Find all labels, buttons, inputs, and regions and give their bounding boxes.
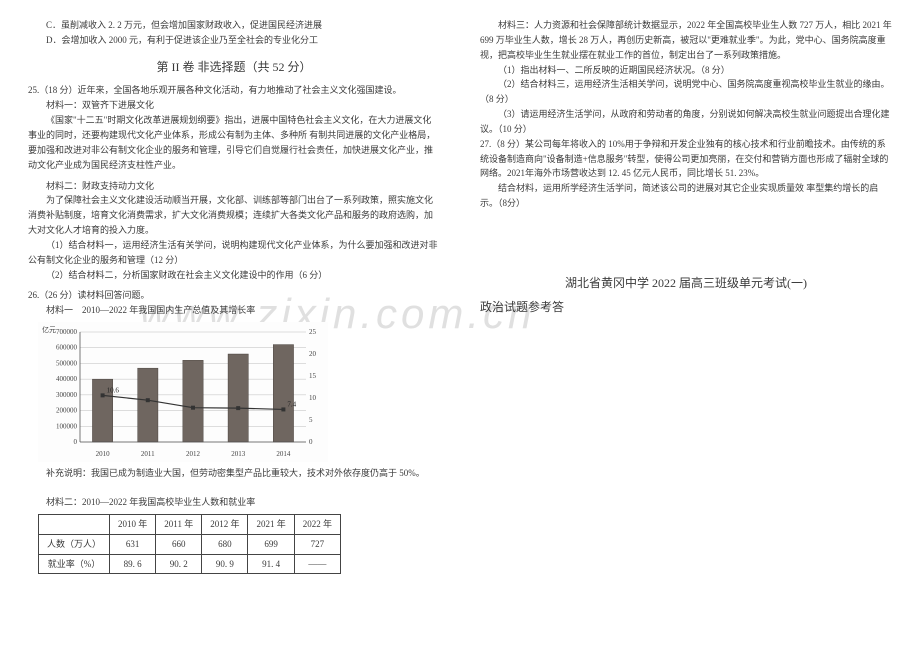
svg-text:700000: 700000	[56, 328, 78, 336]
q26-m1-label: 材料一 2010—2022 年我国国内生产总值及其增长率	[28, 303, 440, 318]
table-cell: 90. 2	[156, 554, 202, 574]
svg-text:2014: 2014	[276, 450, 291, 458]
table-cell: 89. 6	[110, 554, 156, 574]
table-header-cell: 2022 年	[294, 514, 340, 534]
table-header-cell: 2012 年	[202, 514, 248, 534]
svg-text:2012: 2012	[186, 450, 201, 458]
right-column: 材料三：人力资源和社会保障部统计数据显示，2022 年全国高校毕业生人数 727…	[460, 0, 920, 651]
svg-text:5: 5	[309, 416, 313, 424]
graduates-table: 2010 年2011 年2012 年2021 年2022 年人数（万人）6316…	[38, 514, 341, 575]
svg-text:10.6: 10.6	[107, 387, 120, 395]
table-header-cell	[39, 514, 110, 534]
q26-m2-label: 材料二：2010—2022 年我国高校毕业生人数和就业率	[28, 495, 440, 510]
table-cell: 660	[156, 534, 202, 554]
svg-text:500000: 500000	[56, 360, 78, 368]
svg-text:亿元: 亿元	[42, 325, 56, 334]
table-cell: 人数（万人）	[39, 534, 110, 554]
table-header-cell: 2011 年	[156, 514, 202, 534]
svg-text:400000: 400000	[56, 375, 78, 383]
chart-note: 补充说明：我国已成为制造业大国，但劳动密集型产品比重较大，技术对外依存度仍高于 …	[28, 466, 440, 481]
svg-text:2011: 2011	[141, 450, 155, 458]
svg-text:200000: 200000	[56, 407, 78, 415]
q27-sub: 结合材料，运用所学经济生活学问，简述该公司的进展对其它企业实现质量效 率型集约增…	[480, 181, 892, 211]
svg-text:2013: 2013	[231, 450, 246, 458]
table-cell: 727	[294, 534, 340, 554]
svg-text:300000: 300000	[56, 391, 78, 399]
answer-title-1: 湖北省黄冈中学 2022 届高三班级单元考试(一)	[480, 271, 892, 295]
answer-heading: 湖北省黄冈中学 2022 届高三班级单元考试(一) 政治试题参考答	[480, 271, 892, 319]
q26-head: 26.（26 分）读材料回答问题。	[28, 288, 440, 303]
svg-text:100000: 100000	[56, 422, 78, 430]
option-d: D．会增加收入 2000 元，有利于促进该企业乃至全社会的专业化分工	[28, 33, 440, 48]
m3-body: 材料三：人力资源和社会保障部统计数据显示，2022 年全国高校毕业生人数 727…	[480, 18, 892, 63]
part2-title: 第 II 卷 非选择题（共 52 分）	[28, 58, 440, 78]
q25-m2-label: 材料二：财政支持动力文化	[28, 179, 440, 194]
svg-text:600000: 600000	[56, 344, 78, 352]
table-cell: 就业率（%）	[39, 554, 110, 574]
left-column: C．虽削减收入 2. 2 万元，但会增加国家财政收入，促进国民经济进展 D．会增…	[0, 0, 460, 651]
table-cell: 680	[202, 534, 248, 554]
answer-title-2: 政治试题参考答	[480, 295, 892, 319]
q25-sub1: （1）结合材料一，运用经济生活有关学问，说明构建现代文化产业体系，为什么要加强和…	[28, 238, 440, 268]
table-cell: 699	[248, 534, 294, 554]
table-cell: 631	[110, 534, 156, 554]
q25-m1-body: 《国家"十二五"时期文化改革进展规划纲要》指出，进展中国特色社会主义文化，在大力…	[28, 113, 440, 172]
svg-text:15: 15	[309, 372, 317, 380]
table-cell: ——	[294, 554, 340, 574]
gdp-chart: 0 100000 200000 300000 400000 500000 600000 700…	[38, 322, 328, 462]
q26-sub1: （1）指出材料一、二所反映的近期国民经济状况。（8 分）	[480, 63, 892, 78]
q27-head: 27.（8 分）某公司每年将收入的 10%用于争辩和开发企业独有的核心技术和行业…	[480, 137, 892, 182]
svg-text:0: 0	[309, 438, 313, 446]
q25-m1-label: 材料一：双管齐下进展文化	[28, 98, 440, 113]
table-header-cell: 2010 年	[110, 514, 156, 534]
option-c: C．虽削减收入 2. 2 万元，但会增加国家财政收入，促进国民经济进展	[28, 18, 440, 33]
page-container: C．虽削减收入 2. 2 万元，但会增加国家财政收入，促进国民经济进展 D．会增…	[0, 0, 920, 651]
svg-text:0: 0	[74, 438, 78, 446]
svg-text:10: 10	[309, 394, 317, 402]
gdp-chart-svg: 0 100000 200000 300000 400000 500000 600000 700…	[38, 322, 328, 462]
q25-m2-body: 为了保障社会主义文化建设活动顺当开展，文化部、训练部等部门出台了一系列政策，照实…	[28, 193, 440, 238]
svg-text:25: 25	[309, 328, 317, 336]
svg-text:2010: 2010	[96, 450, 111, 458]
q25-sub2: （2）结合材料二，分析国家财政在社会主义文化建设中的作用（6 分）	[28, 268, 440, 283]
q25-head: 25.（18 分）近年来，全国各地乐观开展各种文化活动，有力地推动了社会主义文化…	[28, 83, 440, 98]
svg-text:20: 20	[309, 350, 317, 358]
table-header-cell: 2021 年	[248, 514, 294, 534]
q26-sub2: （2）结合材料三，运用经济生活相关学问，说明党中心、国务院高度重视高校毕业生就业…	[480, 77, 892, 107]
svg-text:7.4: 7.4	[287, 401, 296, 409]
table-cell: 91. 4	[248, 554, 294, 574]
q26-sub3: （3）请运用经济生活学问，从政府和劳动者的角度，分别说如何解决高校生就业问题提出…	[480, 107, 892, 137]
table-cell: 90. 9	[202, 554, 248, 574]
